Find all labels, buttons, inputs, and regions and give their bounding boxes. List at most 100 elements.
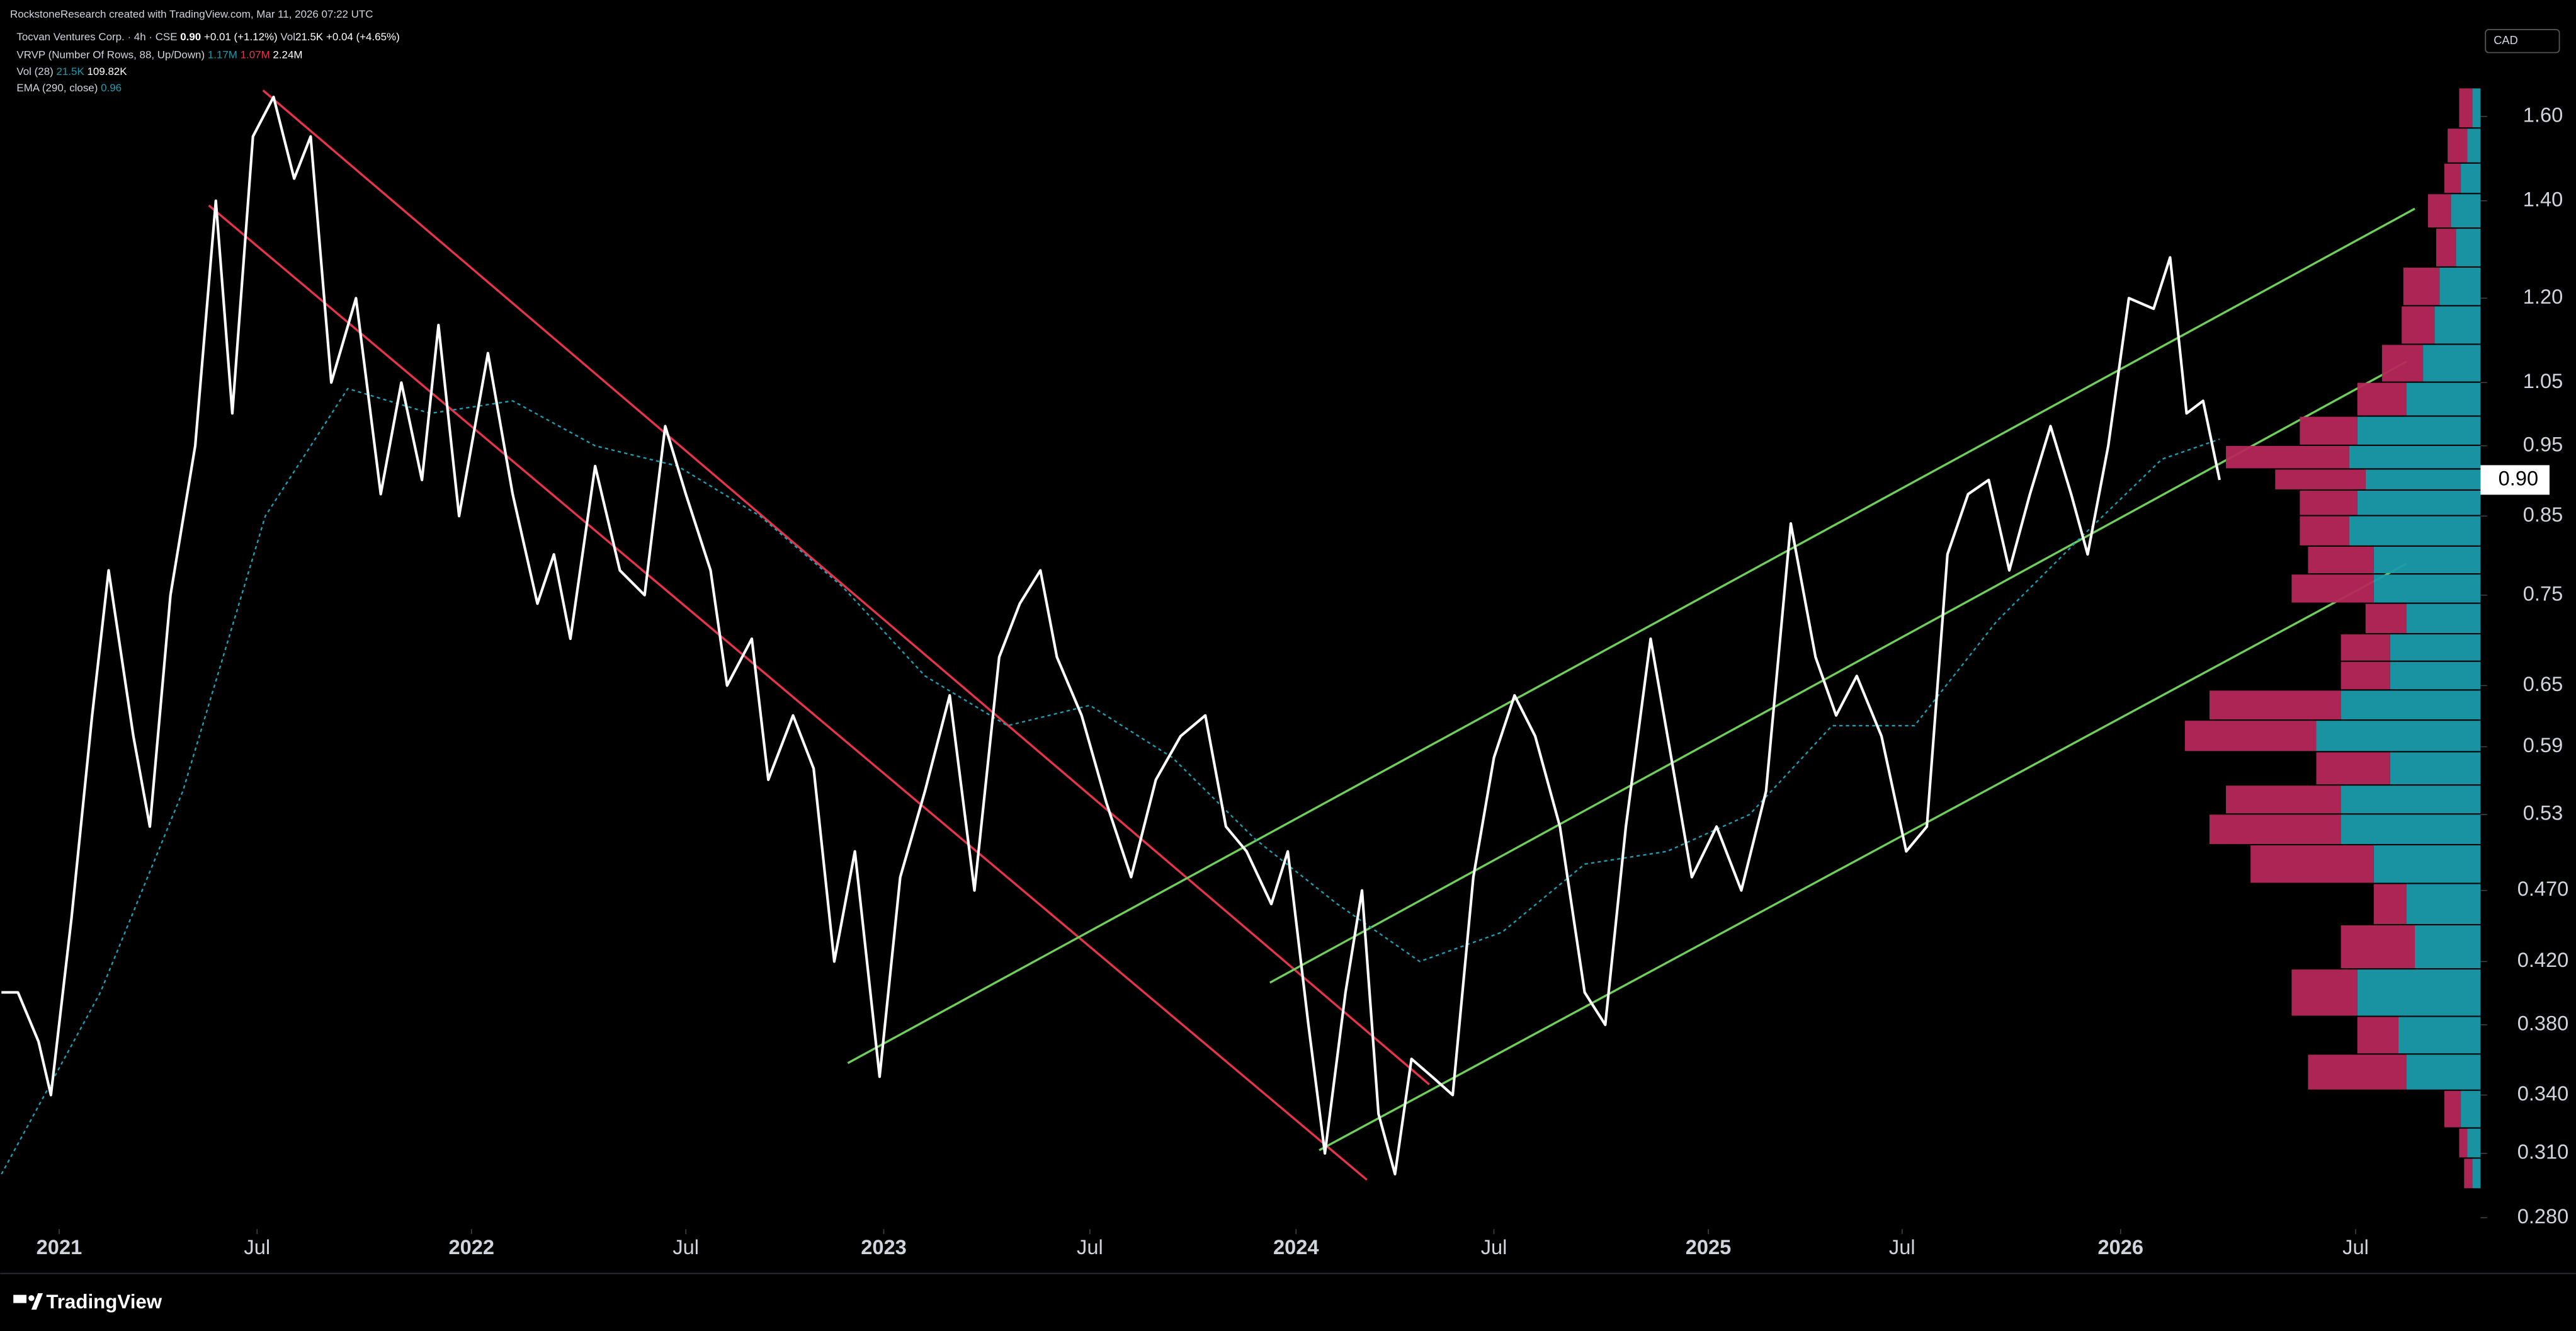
vrvp-total: 2.24M [273, 49, 302, 61]
legend-row: VRVP (Number Of Rows, 88, Up/Down) 1.17M… [16, 49, 302, 61]
profile-down [2250, 845, 2374, 883]
profile-down [2184, 721, 2317, 751]
profile-up [2357, 490, 2481, 515]
logo-icon [28, 1295, 35, 1301]
y-tick-label: 0.470 [2517, 877, 2569, 900]
profile-up [2357, 416, 2481, 445]
profile-down [2209, 690, 2341, 720]
profile-up [2456, 229, 2481, 266]
profile-up [2349, 516, 2481, 546]
logo-icon [13, 1294, 27, 1303]
x-tick-label: Jul [244, 1235, 270, 1259]
profile-up [2434, 306, 2481, 344]
y-tick-label: 0.95 [2523, 432, 2563, 455]
x-tick-label: 2025 [1686, 1235, 1732, 1259]
profile-down [2300, 416, 2358, 445]
y-tick-label: 1.20 [2523, 285, 2563, 308]
profile-up [2423, 345, 2481, 382]
profile-up [2451, 194, 2481, 228]
profile-up [2390, 634, 2481, 661]
vol-label: Vol [280, 31, 295, 43]
x-tick-label: 2024 [1273, 1235, 1319, 1259]
y-tick-label: 1.05 [2523, 369, 2563, 392]
profile-up [2439, 267, 2481, 306]
currency[interactable]: CAD [2494, 33, 2518, 47]
profile-up [2472, 88, 2481, 128]
legend-row: EMA (290, close) 0.96 [16, 82, 122, 94]
x-tick-label: Jul [672, 1235, 699, 1259]
logo-icon [31, 1293, 43, 1310]
y-tick-label: 0.380 [2517, 1011, 2569, 1034]
ema-value: 0.96 [101, 82, 122, 94]
profile-down [2308, 546, 2374, 574]
y-tick-label: 0.310 [2517, 1140, 2569, 1163]
profile-up [2406, 603, 2481, 634]
profile-down [2448, 129, 2468, 163]
vrvp-up: 1.17M [208, 49, 237, 61]
change: +0.01 (+1.12%) [204, 31, 278, 43]
profile-down [2444, 1090, 2461, 1128]
profile-up [2316, 721, 2481, 751]
profile-down [2341, 634, 2390, 661]
trendline [262, 89, 1430, 1085]
profile-down [2341, 925, 2415, 969]
profile-up [2349, 445, 2481, 469]
profile-up [2341, 785, 2481, 814]
profile-up [2390, 661, 2481, 690]
plot: 1.60 1.40 1.20 1.05 0.95 0.85 0.75 0.65 0.59 0.53… [1, 88, 2568, 1259]
profile-down [2427, 194, 2451, 228]
profile-down [2291, 574, 2374, 603]
price-line [1, 95, 2221, 1176]
vol: 21.5K [295, 31, 324, 43]
legend-row: Vol (28) 21.5K 109.82K [16, 66, 127, 77]
x-tick-label: 2022 [448, 1235, 494, 1259]
profile-up [2373, 845, 2481, 883]
vrvp-down: 1.07M [241, 49, 270, 61]
profile-down [2436, 229, 2456, 266]
legend-row: Tocvan Ventures Corp. · 4h · CSE 0.90 +0… [16, 31, 399, 43]
currency-box[interactable] [2485, 29, 2560, 54]
vrvp: VRVP (Number Of Rows, 88, Up/Down) [16, 49, 205, 61]
profile-down [2291, 969, 2358, 1016]
profile-up [2373, 546, 2481, 574]
profile-up [2398, 1017, 2481, 1054]
profile-down [2357, 382, 2407, 416]
footer-brand: TradingView [46, 1291, 162, 1313]
profile-down [2316, 752, 2390, 785]
y-tick-label: 0.280 [2517, 1204, 2569, 1228]
last-price-box [2480, 465, 2550, 495]
profile-down [2459, 88, 2473, 128]
profile-down [2300, 490, 2358, 515]
profile-down [2357, 1017, 2398, 1054]
profile-down [2341, 661, 2390, 690]
symbol: Tocvan Ventures Corp. · 4h · CSE [16, 31, 177, 43]
y-tick-label: 0.340 [2517, 1082, 2569, 1105]
profile-down [2226, 445, 2349, 469]
trendlines [208, 89, 2415, 1181]
profile-up [2406, 382, 2481, 416]
trendline [208, 204, 1368, 1181]
profile-up [2467, 1128, 2481, 1158]
vol-change: +0.04 (+4.65%) [326, 31, 400, 43]
y-tick-label: 0.85 [2523, 503, 2563, 526]
profile-up [2461, 1090, 2481, 1128]
ema-line [1, 387, 2220, 1175]
profile-up [2415, 925, 2481, 969]
y-tick-label: 0.53 [2523, 801, 2563, 825]
profile-up [2373, 574, 2481, 603]
profile-down [2373, 884, 2407, 924]
y-tick-label: 0.75 [2523, 581, 2563, 605]
last-price-label: 0.90 [2499, 467, 2538, 490]
y-tick-label: 0.420 [2517, 948, 2569, 971]
profile-up [2365, 469, 2481, 489]
x-tick-label: Jul [1077, 1235, 1103, 1259]
profile-down [2365, 603, 2407, 634]
profile-down [2381, 345, 2424, 382]
y-tick-label: 0.59 [2523, 733, 2563, 757]
profile-up [2406, 884, 2481, 924]
ema: EMA (290, close) [16, 82, 98, 94]
y-tick-label: 0.65 [2523, 672, 2563, 695]
x-tick-label: 2021 [37, 1235, 82, 1259]
